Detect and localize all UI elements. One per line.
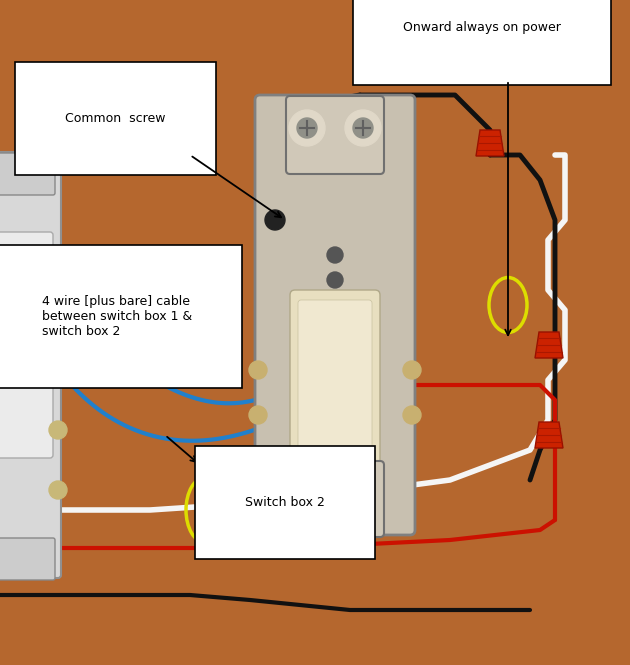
Circle shape <box>49 361 67 379</box>
Text: Switch box 2: Switch box 2 <box>245 495 325 509</box>
FancyBboxPatch shape <box>286 96 384 174</box>
Text: 4 wire [plus bare] cable
between switch box 1 &
switch box 2: 4 wire [plus bare] cable between switch … <box>42 295 192 338</box>
Circle shape <box>289 110 325 146</box>
Text: Common  screw: Common screw <box>65 112 166 124</box>
Circle shape <box>345 110 381 146</box>
Circle shape <box>319 484 351 516</box>
FancyBboxPatch shape <box>298 300 372 485</box>
Text: Onward always on power: Onward always on power <box>403 21 561 35</box>
Circle shape <box>297 118 317 138</box>
Circle shape <box>403 406 421 424</box>
FancyBboxPatch shape <box>0 152 61 578</box>
Polygon shape <box>476 130 504 156</box>
FancyBboxPatch shape <box>0 538 55 580</box>
Circle shape <box>326 491 344 509</box>
FancyBboxPatch shape <box>0 232 53 458</box>
Circle shape <box>403 361 421 379</box>
Circle shape <box>49 301 67 319</box>
Circle shape <box>49 246 67 264</box>
FancyBboxPatch shape <box>255 95 415 535</box>
Circle shape <box>249 406 267 424</box>
Polygon shape <box>535 332 563 358</box>
Circle shape <box>327 272 343 288</box>
Circle shape <box>265 210 285 230</box>
FancyBboxPatch shape <box>286 461 384 537</box>
Circle shape <box>49 421 67 439</box>
Polygon shape <box>535 422 563 448</box>
FancyBboxPatch shape <box>0 153 55 195</box>
Circle shape <box>325 510 345 530</box>
Circle shape <box>249 361 267 379</box>
FancyBboxPatch shape <box>290 290 380 495</box>
Circle shape <box>327 247 343 263</box>
Circle shape <box>49 481 67 499</box>
Circle shape <box>353 118 373 138</box>
